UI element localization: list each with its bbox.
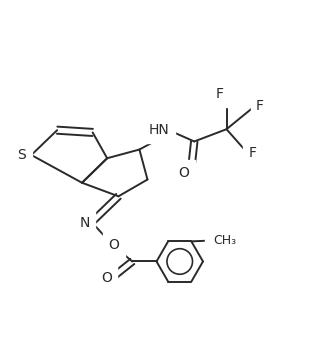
Text: S: S (17, 148, 26, 162)
Text: N: N (79, 216, 90, 230)
Text: O: O (179, 166, 189, 180)
Text: HN: HN (148, 123, 169, 137)
Text: O: O (210, 234, 221, 248)
Text: F: F (215, 87, 224, 101)
Text: O: O (101, 271, 112, 285)
Text: F: F (256, 99, 264, 113)
Text: O: O (108, 238, 119, 252)
Text: CH₃: CH₃ (214, 234, 237, 247)
Text: F: F (249, 146, 257, 160)
